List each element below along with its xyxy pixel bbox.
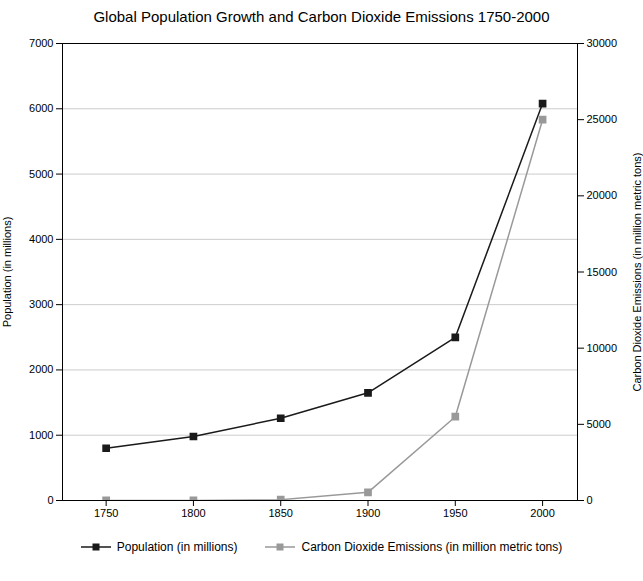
svg-text:Carbon Dioxide Emissions (in m: Carbon Dioxide Emissions (in million met… bbox=[631, 152, 643, 391]
svg-text:3000: 3000 bbox=[29, 298, 53, 310]
svg-text:5000: 5000 bbox=[29, 168, 53, 180]
html-text:Carbon Dioxide Emissions (in m: Carbon Dioxide Emissions (in million met… bbox=[301, 540, 563, 554]
svg-text:5000: 5000 bbox=[587, 418, 611, 430]
svg-text:0: 0 bbox=[587, 494, 593, 506]
svg-text:2000: 2000 bbox=[530, 507, 554, 519]
svg-text:1850: 1850 bbox=[268, 507, 292, 519]
svg-text:25000: 25000 bbox=[587, 113, 618, 125]
svg-text:6000: 6000 bbox=[29, 102, 53, 114]
svg-text:7000: 7000 bbox=[29, 37, 53, 49]
svg-text:1900: 1900 bbox=[356, 507, 380, 519]
html-text:Global Population Growth and C: Global Population Growth and Carbon Diox… bbox=[93, 8, 550, 25]
svg-text:0: 0 bbox=[47, 494, 53, 506]
svg-text:20000: 20000 bbox=[587, 189, 618, 201]
svg-text:15000: 15000 bbox=[587, 266, 618, 278]
svg-text:30000: 30000 bbox=[587, 37, 618, 49]
svg-text:1800: 1800 bbox=[181, 507, 205, 519]
svg-text:1000: 1000 bbox=[29, 429, 53, 441]
svg-text:2000: 2000 bbox=[29, 363, 53, 375]
svg-text:10000: 10000 bbox=[587, 342, 618, 354]
svg-text:Population (in millions): Population (in millions) bbox=[1, 217, 13, 328]
html-text:Population (in millions): Population (in millions) bbox=[116, 540, 238, 554]
svg-text:4000: 4000 bbox=[29, 233, 53, 245]
svg-text:1950: 1950 bbox=[443, 507, 467, 519]
svg-text:1750: 1750 bbox=[94, 507, 118, 519]
